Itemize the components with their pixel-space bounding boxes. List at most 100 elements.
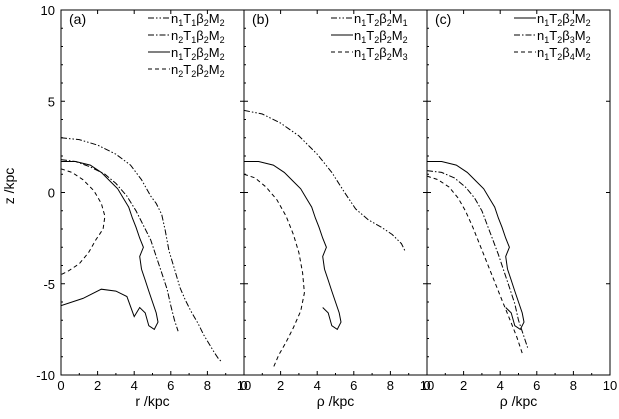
x-tick-label: 6 [533,378,540,393]
legend-symbol: n [537,28,544,43]
series-group [244,109,406,368]
series-line-n1T1β2M2 [61,137,223,363]
legend-subscript: 2 [204,69,209,79]
series-line-n1T2β2M3 [244,173,305,368]
legend-subscript: 2 [557,52,562,62]
series-group [427,161,529,354]
x-tick-label: 0 [240,378,247,393]
legend-symbol: n [537,45,544,60]
x-tick-label: 4 [131,378,138,393]
legend-subscript: 2 [204,52,209,62]
legend-symbol: M [209,62,220,77]
legend-subscript: 1 [361,52,366,62]
legend-symbol: T [183,62,191,77]
legend-subscript: 1 [403,18,408,28]
legend-label: n1T2β2M2 [537,11,591,28]
legend-symbol: n [171,28,178,43]
legend-symbol: T [366,28,374,43]
legend-subscript: 2 [220,69,225,79]
y-axis-label: z /kpc [1,168,17,205]
legend-symbol: M [392,45,403,60]
legend-symbol: β [379,11,386,26]
legend-subscript: 2 [191,69,196,79]
legend-symbol: T [549,11,557,26]
legend-label: n1T2β2M1 [354,11,408,28]
legend-subscript: 2 [178,35,183,45]
x-axis-label: ρ /kpc [317,393,355,409]
legend-symbol: n [354,28,361,43]
y-tick-label: 0 [48,186,55,201]
legend-subscript: 1 [361,18,366,28]
legend-symbol: M [209,28,220,43]
legend-subscript: 2 [403,35,408,45]
legend-subscript: 2 [204,35,209,45]
legend-subscript: 2 [374,35,379,45]
series-line-n1T2β2M2 [61,161,159,331]
legend-subscript: 2 [570,18,575,28]
legend-symbol: M [209,45,220,60]
x-tick-label: 6 [167,378,174,393]
legend-symbol: n [354,11,361,26]
legend-symbol: M [575,45,586,60]
legend-symbol: T [549,28,557,43]
legend-subscript: 1 [361,35,366,45]
legend-label: n1T2β3M2 [537,28,591,45]
legend-subscript: 1 [191,35,196,45]
x-tick-label: 6 [350,378,357,393]
legend-subscript: 2 [557,18,562,28]
legend-subscript: 2 [557,35,562,45]
x-tick-label: 0 [57,378,64,393]
legend-subscript: 4 [570,52,575,62]
x-tick-label: 0 [423,378,430,393]
series-line-n1T2β3M2 [427,170,529,348]
legend-subscript: 2 [191,52,196,62]
x-tick-label: 2 [94,378,101,393]
x-tick-label: 10 [603,378,617,393]
legend-label: n2T1β2M2 [171,28,225,45]
legend-symbol: T [183,45,191,60]
panel-label: (b) [252,11,269,27]
x-tick-label: 10 [420,378,434,393]
legend-symbol: β [196,62,203,77]
legend-subscript: 2 [178,69,183,79]
x-axis-label: ρ /kpc [500,393,538,409]
y-tick-label: 5 [48,94,55,109]
legend-symbol: M [575,11,586,26]
legend-subscript: 2 [586,35,591,45]
y-tick-label: 10 [41,3,55,18]
legend-subscript: 3 [570,35,575,45]
legend-subscript: 1 [544,52,549,62]
legend-symbol: T [366,11,374,26]
legend-subscript: 2 [220,52,225,62]
legend-label: n1T1β2M2 [171,11,225,28]
legend-symbol: β [196,28,203,43]
legend-subscript: 1 [544,18,549,28]
legend-symbol: T [366,45,374,60]
legend-symbol: M [575,28,586,43]
legend-subscript: 1 [191,18,196,28]
legend-label: n1T2β4M2 [537,45,591,62]
x-tick-label: 2 [277,378,284,393]
x-tick-label: 8 [204,378,211,393]
series-line-n2T1β2M2 [61,159,179,332]
legend-symbol: T [549,45,557,60]
legend-subscript: 1 [544,35,549,45]
legend-subscript: 2 [387,52,392,62]
x-axis-label: r /kpc [135,393,169,409]
legend-symbol: n [171,11,178,26]
legend-subscript: 2 [586,18,591,28]
x-tick-label: 4 [314,378,321,393]
plot-frame [243,9,428,376]
legend-subscript: 2 [204,18,209,28]
x-tick-label: 10 [237,378,251,393]
legend-symbol: β [196,45,203,60]
legend-subscript: 3 [403,52,408,62]
series-line-n1T2β2M2 [427,161,525,331]
legend-symbol: M [392,28,403,43]
x-tick-label: 2 [460,378,467,393]
x-tick-label: 8 [387,378,394,393]
